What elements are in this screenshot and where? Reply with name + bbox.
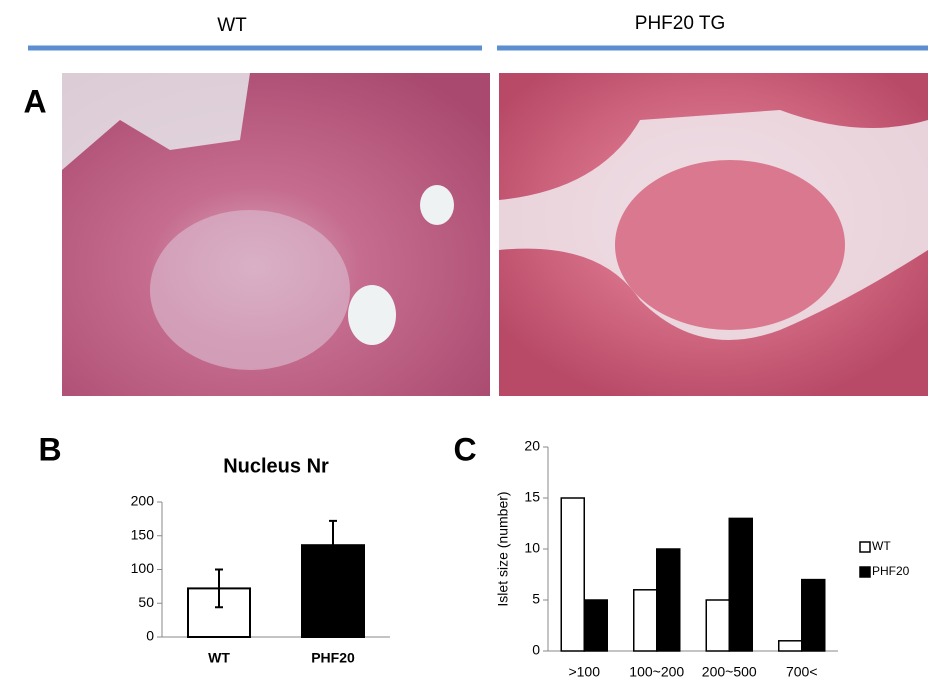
- x-tick-label: 200~500: [702, 664, 757, 680]
- panel-label: A: [23, 83, 46, 119]
- legend-swatch: [859, 566, 871, 578]
- legend-label: PHF20: [872, 564, 910, 578]
- bar: [778, 640, 803, 652]
- bar: [728, 517, 753, 652]
- panel-label: C: [453, 431, 476, 467]
- y-tick-label: 5: [532, 591, 540, 607]
- header-label: PHF20 TG: [635, 13, 725, 34]
- chart-title: Nucleus Nr: [223, 455, 329, 477]
- x-tick-label: PHF20: [311, 650, 355, 666]
- y-tick-label: 15: [524, 489, 540, 505]
- y-tick-label: 100: [131, 560, 155, 576]
- x-tick-label: 700<: [786, 664, 818, 680]
- y-tick-label: 200: [131, 493, 155, 509]
- panel-label: B: [38, 431, 61, 467]
- x-tick-label: 100~200: [629, 664, 684, 680]
- y-tick-label: 0: [532, 642, 540, 658]
- micrograph: [499, 73, 928, 396]
- y-tick-label: 50: [138, 594, 154, 610]
- y-tick-label: 20: [524, 438, 540, 454]
- error-bar: [329, 519, 337, 571]
- bar: [801, 578, 826, 652]
- legend-label: WT: [872, 539, 891, 553]
- error-bar: [215, 568, 223, 609]
- bar: [560, 497, 585, 652]
- x-tick-label: >100: [568, 664, 600, 680]
- bar: [705, 599, 730, 652]
- y-tick-label: 0: [146, 628, 154, 644]
- y-tick-label: 10: [524, 540, 540, 556]
- legend-swatch: [859, 541, 871, 553]
- bar: [583, 599, 608, 652]
- bar: [656, 548, 681, 652]
- y-axis-label: Islet size (number): [495, 491, 511, 606]
- x-tick-label: WT: [208, 650, 230, 666]
- y-tick-label: 150: [131, 526, 155, 542]
- header-label: WT: [217, 15, 247, 36]
- micrograph: [62, 73, 490, 396]
- bar: [633, 589, 658, 652]
